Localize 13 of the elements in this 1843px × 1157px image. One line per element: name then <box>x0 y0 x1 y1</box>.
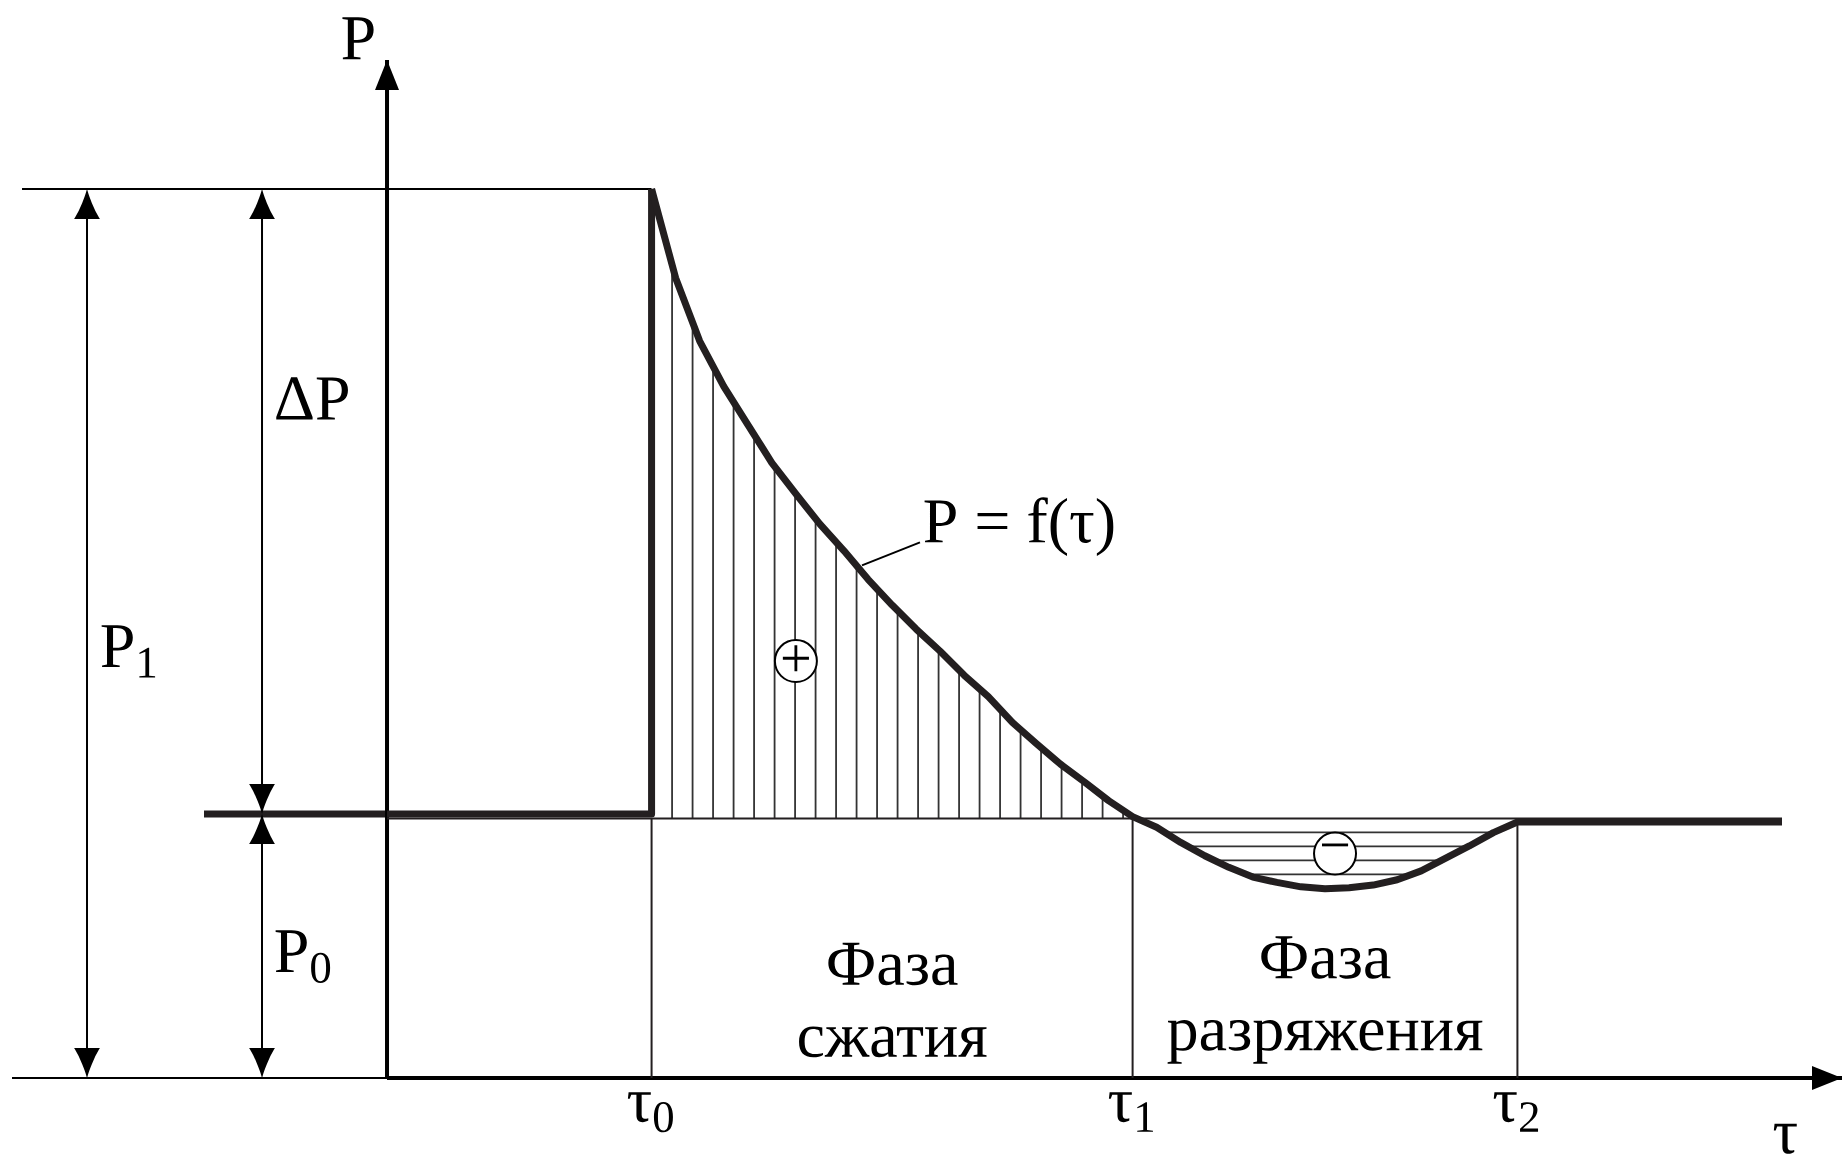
annotation: P = f(τ) <box>924 497 1114 556</box>
x-axis-title: τ <box>1773 1123 1797 1154</box>
x-tick-label: τ$_{2}$ <box>1493 1092 1539 1132</box>
annotation: + <box>782 645 809 672</box>
text: P$_{1}$ <box>101 625 156 678</box>
annotation: Фаза сжатия <box>799 942 987 1058</box>
annotation: − <box>1321 843 1349 847</box>
x-tick-label: τ$_{0}$ <box>627 1092 673 1133</box>
annotation: Фаза разряжения <box>1167 936 1483 1064</box>
y-axis-title: P <box>342 17 374 60</box>
text: P$_{0}$ <box>275 930 331 983</box>
x-tick-label: τ$_{1}$ <box>1108 1092 1153 1132</box>
text: ΔP <box>276 377 348 420</box>
